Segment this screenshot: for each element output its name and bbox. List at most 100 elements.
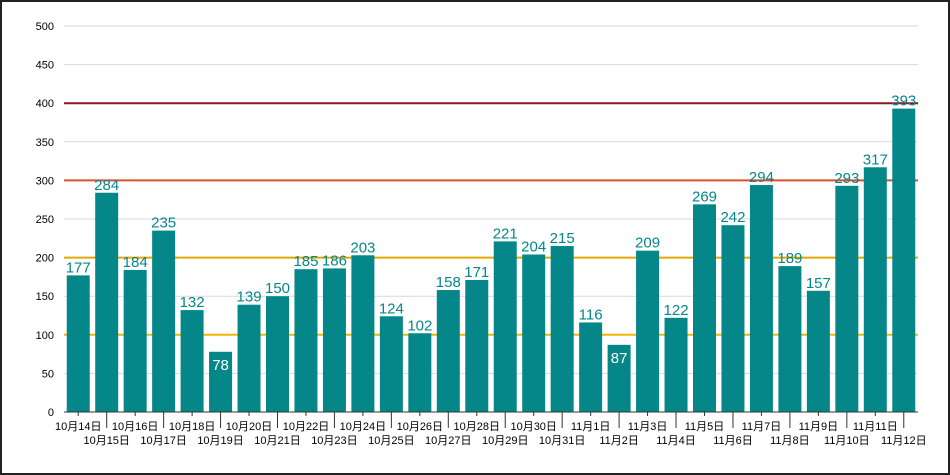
data-label: 203 xyxy=(350,239,375,256)
bar xyxy=(209,351,233,412)
bar xyxy=(579,322,603,412)
x-tick-label: 11月10日 xyxy=(824,435,870,447)
data-label: 284 xyxy=(94,177,119,194)
data-label: 158 xyxy=(436,274,461,291)
y-tick-label: 100 xyxy=(36,330,54,342)
x-tick-label: 10月24日 xyxy=(340,421,386,433)
y-tick-label: 50 xyxy=(42,368,54,380)
x-tick-label: 10月16日 xyxy=(112,421,158,433)
reference-lines xyxy=(64,102,918,336)
data-label: 150 xyxy=(265,280,290,297)
bar xyxy=(66,275,90,412)
data-label: 132 xyxy=(180,294,205,311)
bar xyxy=(550,246,574,412)
x-tick-label: 11月11日 xyxy=(853,421,898,433)
y-tick-label: 300 xyxy=(36,175,54,187)
bar xyxy=(664,317,688,412)
bar xyxy=(180,310,204,412)
y-tick-label: 400 xyxy=(36,98,54,110)
data-label: 215 xyxy=(550,230,575,247)
x-tick-label: 10月21日 xyxy=(254,435,300,447)
bar xyxy=(778,266,802,412)
data-label: 177 xyxy=(66,259,91,276)
y-tick-label: 500 xyxy=(36,21,54,33)
y-tick-label: 350 xyxy=(36,137,54,149)
data-label: 157 xyxy=(806,275,831,292)
data-label: 294 xyxy=(749,169,774,186)
x-tick-label: 11月3日 xyxy=(628,421,668,433)
bar xyxy=(465,279,489,412)
data-label: 293 xyxy=(834,170,859,187)
bar xyxy=(408,333,432,412)
bar xyxy=(636,250,660,412)
x-tick-label: 10月15日 xyxy=(83,435,129,447)
bar xyxy=(351,255,375,412)
x-tick-label: 10月29日 xyxy=(482,435,528,447)
x-tick-label: 10月26日 xyxy=(397,421,443,433)
bar xyxy=(266,296,289,412)
y-axis: 0 50 100 150 200 250 300 350 400 450 500 xyxy=(36,21,54,419)
x-tick-label: 10月30日 xyxy=(510,421,556,433)
data-label: 186 xyxy=(322,252,347,269)
x-tick-label: 10月27日 xyxy=(425,435,471,447)
x-tick-label: 11月2日 xyxy=(599,435,639,447)
data-label: 184 xyxy=(123,254,148,271)
y-tick-label: 0 xyxy=(48,407,54,419)
x-tick-label: 10月17日 xyxy=(140,435,186,447)
bar xyxy=(693,204,716,412)
x-tick-label: 10月28日 xyxy=(454,421,500,433)
data-label: 78 xyxy=(212,357,229,374)
data-label: 393 xyxy=(891,93,916,110)
x-tick-label: 11月9日 xyxy=(799,421,839,433)
bar xyxy=(806,290,830,412)
bar xyxy=(835,185,859,412)
x-tick-label: 10月23日 xyxy=(311,435,357,447)
x-tick-label: 10月20日 xyxy=(226,421,272,433)
bar xyxy=(749,185,773,412)
data-label: 102 xyxy=(407,317,432,334)
x-tick-label: 10月22日 xyxy=(283,421,329,433)
data-label: 269 xyxy=(692,188,717,205)
data-label: 235 xyxy=(151,215,176,232)
x-tick-label: 10月31日 xyxy=(539,435,585,447)
bar xyxy=(237,304,261,412)
data-label: 139 xyxy=(237,289,262,306)
bars xyxy=(66,108,916,412)
bar xyxy=(123,269,147,412)
x-tick-label: 10月25日 xyxy=(368,435,414,447)
x-tick-label: 10月18日 xyxy=(169,421,215,433)
bar xyxy=(379,316,403,412)
x-tick-label: 11月12日 xyxy=(881,435,927,447)
data-label: 242 xyxy=(720,209,745,226)
y-tick-label: 150 xyxy=(36,291,54,303)
bar xyxy=(152,230,176,412)
x-tick-label: 11月7日 xyxy=(742,421,782,433)
y-tick-label: 450 xyxy=(36,60,54,72)
bar xyxy=(892,108,916,412)
bar xyxy=(493,241,517,412)
bar xyxy=(95,192,119,412)
bar xyxy=(607,344,631,412)
data-label: 317 xyxy=(863,151,888,168)
y-tick-label: 200 xyxy=(36,253,54,265)
bar xyxy=(322,268,346,412)
data-label: 209 xyxy=(635,235,660,252)
x-tick-label: 11月5日 xyxy=(685,421,725,433)
y-tick-label: 250 xyxy=(36,214,54,226)
bar xyxy=(863,167,887,412)
x-tick-label: 11月1日 xyxy=(571,421,611,433)
data-label: 87 xyxy=(611,350,628,367)
data-label: 122 xyxy=(664,302,689,319)
bar xyxy=(294,269,318,412)
bar xyxy=(522,254,546,412)
x-tick-label: 10月14日 xyxy=(55,421,101,433)
data-label: 185 xyxy=(293,253,318,270)
x-axis: 10月14日 10月15日 10月16日 10月17日 10月18日 10月19日 10月2… xyxy=(55,411,927,447)
data-label: 116 xyxy=(579,306,603,323)
data-label: 171 xyxy=(464,264,489,281)
data-label: 221 xyxy=(493,225,518,242)
bar xyxy=(721,225,745,412)
x-tick-label: 11月6日 xyxy=(713,435,753,447)
